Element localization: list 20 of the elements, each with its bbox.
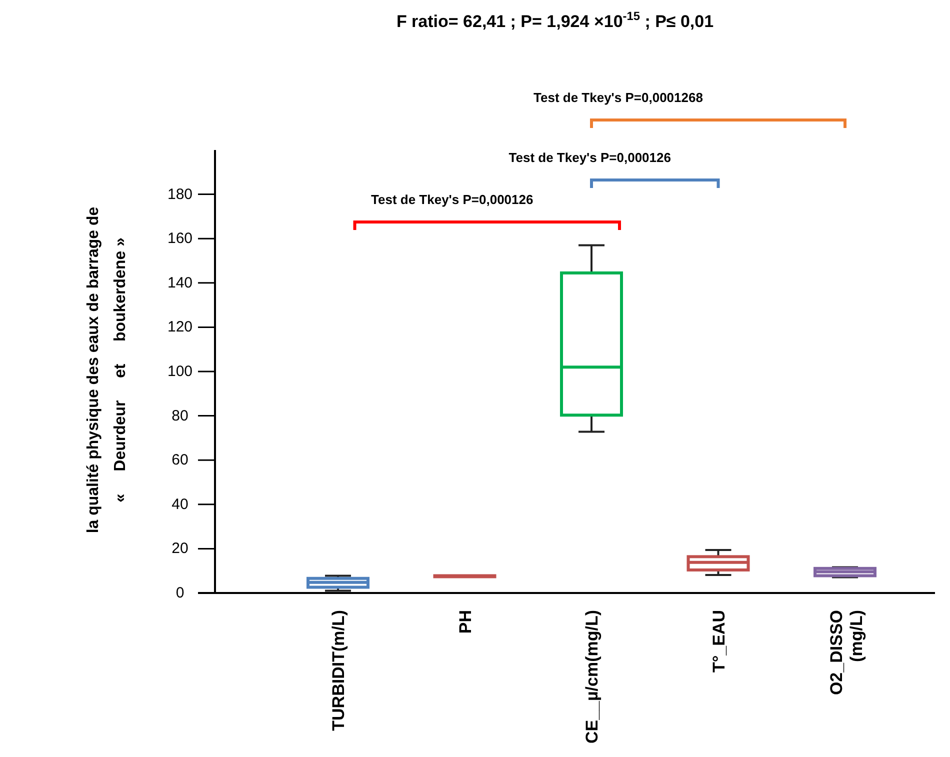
y-tick-label: 60 <box>172 452 188 469</box>
text: Test de Tkey's P=0,0001268 <box>534 90 703 105</box>
x-tick-label: T°_EAU <box>709 610 728 673</box>
y-tick-label: 140 <box>167 274 193 292</box>
y-tick-label: 80 <box>172 407 188 424</box>
chart-title: F ratio= 62,41 ; P= 1,924 ×10$^{-15}$ ; P≤ 0,01 <box>396 9 714 31</box>
annotation: Test de Tkey's P=0,000126 <box>508 150 671 165</box>
y-tick-label: 0 <box>176 584 184 602</box>
y-tick-label: 180 <box>167 186 193 203</box>
annotation: Test de Tkey's P=0,000126 <box>371 192 534 207</box>
x-tick-label: TURBIDIT(m/L) <box>329 610 348 731</box>
x-tick-label: CE__µ/cm(mg/L) <box>582 610 602 744</box>
y-tick-label: 20 <box>172 540 188 558</box>
y-tick-label: 160 <box>167 230 193 248</box>
y-axis-title: la qualité physique des eaux de barrage de « Deurdeur et boukerdene » <box>85 206 129 534</box>
y-tick-label: 40 <box>172 496 188 513</box>
y-tick-label: 120 <box>167 318 193 336</box>
x-tick-label: PH <box>456 610 475 634</box>
y-tick-label: 100 <box>167 363 193 380</box>
x-tick-label: O2_DISSO (mg/L) <box>827 610 866 696</box>
